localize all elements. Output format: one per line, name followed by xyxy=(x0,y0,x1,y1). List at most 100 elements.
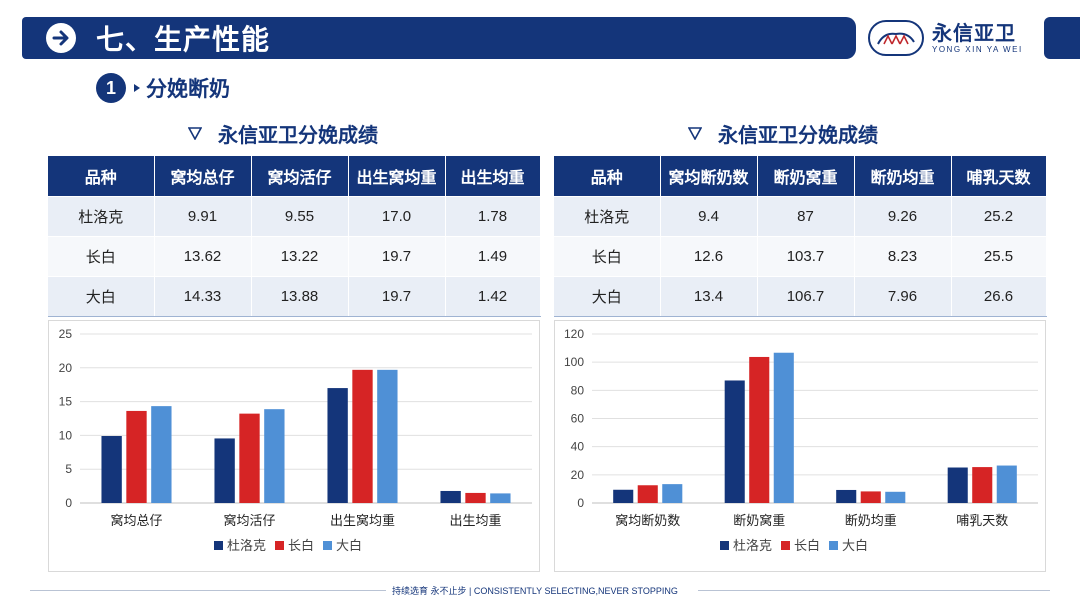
table-row: 长白 13.62 13.22 19.7 1.49 xyxy=(48,236,541,277)
x-tick-label: 窝均断奶数 xyxy=(615,513,680,528)
x-tick-label: 断奶均重 xyxy=(845,513,897,528)
legend-swatch xyxy=(720,541,729,550)
x-tick-label: 出生均重 xyxy=(449,513,501,528)
page-title: 七、生产性能 xyxy=(96,24,271,55)
x-tick-label: 窝均活仔 xyxy=(223,513,275,528)
company-logo: 永信亚卫 YONG XIN YA WEI xyxy=(868,16,1036,60)
table-cell: 9.26 xyxy=(854,196,952,237)
table-cell: 19.7 xyxy=(348,236,446,277)
y-tick-label: 20 xyxy=(571,468,585,482)
table-cell: 1.78 xyxy=(445,196,541,237)
table-cell: 13.88 xyxy=(251,276,349,317)
left-table-title: 永信亚卫分娩成绩 xyxy=(188,119,378,148)
y-tick-label: 15 xyxy=(59,395,73,409)
column-header: 品种 xyxy=(48,156,155,197)
bar xyxy=(440,490,461,503)
column-header: 窝均断奶数 xyxy=(660,156,758,197)
table-cell: 103.7 xyxy=(757,236,855,277)
column-header: 断奶均重 xyxy=(854,156,952,197)
table-cell: 26.6 xyxy=(951,276,1047,317)
table-cell: 9.91 xyxy=(154,196,252,237)
column-header: 品种 xyxy=(554,156,661,197)
bar xyxy=(773,352,794,503)
column-header: 哺乳天数 xyxy=(951,156,1047,197)
y-tick-label: 10 xyxy=(59,428,73,442)
table-cell: 14.33 xyxy=(154,276,252,317)
y-tick-label: 60 xyxy=(571,412,585,426)
section-label: 分娩断奶 xyxy=(146,78,230,101)
legend-swatch xyxy=(275,541,284,550)
section-number-badge: 1 xyxy=(96,73,126,103)
column-header: 出生均重 xyxy=(445,156,541,197)
bar xyxy=(836,489,857,503)
column-header: 断奶窝重 xyxy=(757,156,855,197)
column-header: 出生窝均重 xyxy=(348,156,446,197)
header-banner: 七、生产性能 xyxy=(22,17,856,59)
triangle-down-icon xyxy=(188,127,202,140)
table-cell: 7.96 xyxy=(854,276,952,317)
table-row: 杜洛克 9.4 87 9.26 25.2 xyxy=(554,196,1047,237)
bar xyxy=(327,388,348,503)
arrow-right-icon xyxy=(46,23,76,53)
table-cell: 8.23 xyxy=(854,236,952,277)
bar xyxy=(749,356,770,503)
legend-swatch xyxy=(829,541,838,550)
table-cell: 13.22 xyxy=(251,236,349,277)
column-header: 窝均活仔 xyxy=(251,156,349,197)
table-row: 长白 12.6 103.7 8.23 25.5 xyxy=(554,236,1047,277)
table-cell: 9.4 xyxy=(660,196,758,237)
left-data-table: 品种 窝均总仔 窝均活仔 出生窝均重 出生均重 杜洛克 9.91 9.55 17… xyxy=(48,156,541,317)
chart-frame xyxy=(48,320,540,572)
x-tick-label: 哺乳天数 xyxy=(956,513,1008,528)
bar xyxy=(352,369,373,503)
footer-divider-right xyxy=(698,590,1050,591)
table-cell: 106.7 xyxy=(757,276,855,317)
footer-slogan: 持续选育 永不止步 | CONSISTENTLY SELECTING,NEVER… xyxy=(392,586,678,596)
table-cell: 12.6 xyxy=(660,236,758,277)
table-cell: 杜洛克 xyxy=(48,196,155,237)
table-cell: 长白 xyxy=(48,236,155,277)
bar xyxy=(637,485,658,503)
legend-label: 杜洛克 xyxy=(227,538,266,553)
chart-frame xyxy=(554,320,1046,572)
bar xyxy=(101,436,122,503)
triangle-right-icon xyxy=(134,84,140,92)
bar xyxy=(126,410,147,503)
table-cell: 13.62 xyxy=(154,236,252,277)
table-cell: 杜洛克 xyxy=(554,196,661,237)
bar xyxy=(947,467,968,503)
y-tick-label: 25 xyxy=(59,327,73,341)
column-header: 窝均总仔 xyxy=(154,156,252,197)
y-tick-label: 80 xyxy=(571,383,585,397)
table-cell: 1.49 xyxy=(445,236,541,277)
logo-cn-text: 永信亚卫 xyxy=(932,22,1016,45)
y-tick-label: 0 xyxy=(577,496,584,510)
bar xyxy=(239,413,260,503)
table-cell: 17.0 xyxy=(348,196,446,237)
legend-label: 大白 xyxy=(336,538,362,553)
legend-label: 大白 xyxy=(842,538,868,553)
table-cell: 长白 xyxy=(554,236,661,277)
y-tick-label: 20 xyxy=(59,361,73,375)
bar xyxy=(465,492,486,503)
left-table-title-text: 永信亚卫分娩成绩 xyxy=(218,125,378,147)
legend-swatch xyxy=(781,541,790,550)
legend-swatch xyxy=(323,541,332,550)
triangle-down-icon xyxy=(688,127,702,140)
logo-en-text: YONG XIN YA WEI xyxy=(932,44,1023,54)
y-tick-label: 0 xyxy=(65,496,72,510)
bar xyxy=(151,406,172,503)
bar xyxy=(885,491,906,503)
right-data-table: 品种 窝均断奶数 断奶窝重 断奶均重 哺乳天数 杜洛克 9.4 87 9.26 … xyxy=(554,156,1047,317)
legend-label: 长白 xyxy=(794,538,820,553)
header-edge-block xyxy=(1044,17,1080,59)
right-table-title: 永信亚卫分娩成绩 xyxy=(688,119,878,148)
bar xyxy=(662,484,683,503)
x-tick-label: 出生窝均重 xyxy=(330,513,395,528)
y-tick-label: 5 xyxy=(65,462,72,476)
y-tick-label: 40 xyxy=(571,440,585,454)
x-tick-label: 断奶窝重 xyxy=(733,513,785,528)
table-cell: 13.4 xyxy=(660,276,758,317)
